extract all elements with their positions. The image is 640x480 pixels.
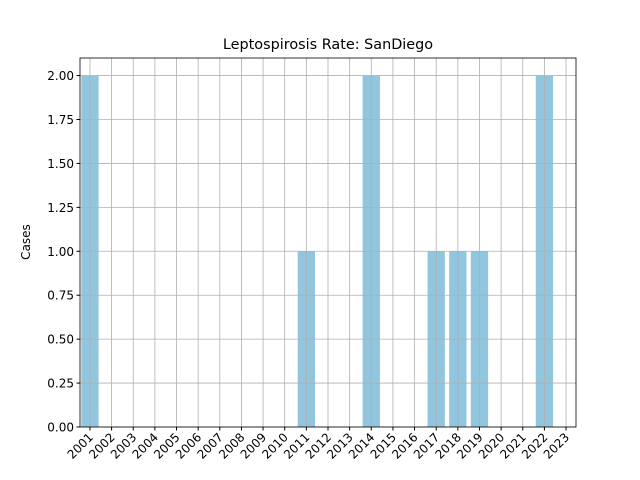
y-tick-label: 1.50	[47, 157, 74, 171]
plot-frame	[79, 57, 577, 428]
y-tick-label: 0.25	[47, 377, 74, 391]
chart-title: Leptospirosis Rate: SanDiego	[223, 37, 433, 53]
y-tick-label: 1.75	[47, 113, 74, 127]
y-tick-label: 2.00	[47, 69, 74, 83]
y-tick-label: 0.50	[47, 333, 74, 347]
y-tick-label: 0.75	[47, 289, 74, 303]
y-tick-label: 1.00	[47, 245, 74, 259]
y-tick-label: 1.25	[47, 201, 74, 215]
y-axis-label: Cases	[19, 224, 33, 260]
y-tick-label: 0.00	[47, 421, 74, 435]
